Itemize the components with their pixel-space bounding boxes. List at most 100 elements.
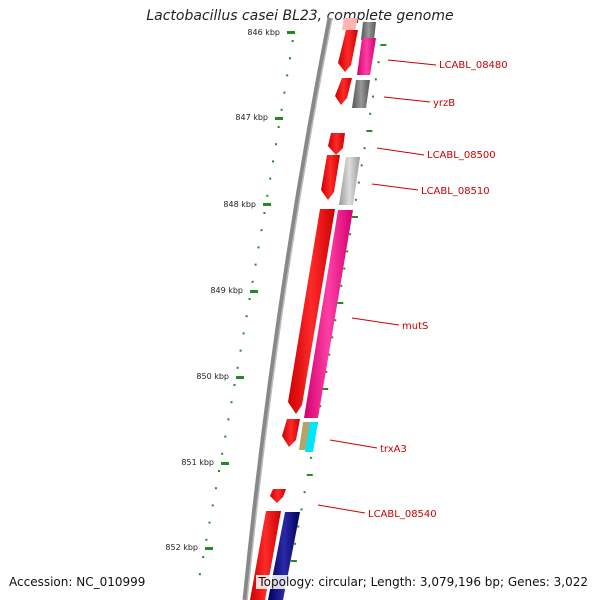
ruler-dot — [211, 504, 214, 507]
feature-tick — [319, 405, 322, 408]
ruler-dot — [286, 74, 289, 77]
ruler-dot — [272, 160, 274, 163]
feature-tick — [306, 474, 313, 476]
feature-tick — [331, 336, 334, 339]
gene-block-LCABL_08510[interactable] — [339, 157, 360, 205]
cds-arrow[interactable] — [282, 419, 300, 447]
ruler-dots — [198, 40, 294, 576]
ruler-dot — [233, 384, 236, 386]
cds-arrow[interactable] — [328, 133, 345, 155]
scale-tick-849: 849 kbp — [210, 286, 258, 295]
tick-label: 850 kbp — [196, 372, 229, 381]
ruler-dot — [251, 280, 254, 283]
ruler-dot — [227, 418, 230, 421]
tick-label: 846 kbp — [247, 28, 280, 37]
tick-label: 849 kbp — [210, 286, 243, 295]
gene-block[interactable] — [361, 22, 376, 40]
ruler-dot — [242, 332, 245, 335]
ruler-dot — [218, 470, 220, 472]
ruler-dot — [274, 143, 277, 146]
feature-tick — [334, 319, 337, 322]
gene-block-track — [268, 18, 376, 600]
scale-tick-848: 848 kbp — [223, 200, 271, 209]
feature-tick — [300, 508, 303, 511]
feature-tick — [322, 388, 329, 390]
cds-arrow[interactable] — [270, 489, 286, 503]
feature-tick — [363, 147, 366, 150]
feature-tick — [357, 181, 360, 184]
feature-tick — [340, 284, 343, 287]
ruler-dot — [214, 487, 217, 490]
ruler-dot — [269, 177, 272, 180]
ruler-dot — [280, 108, 283, 111]
gene-block-LCABL_08480[interactable] — [357, 38, 376, 75]
ruler-dot — [254, 263, 257, 266]
cds-track — [250, 30, 358, 600]
feature-tick — [374, 78, 377, 81]
tick-label: 847 kbp — [235, 113, 268, 122]
scale-tick-846: 846 kbp — [247, 28, 295, 37]
ruler-dot — [248, 298, 251, 300]
cds-arrow[interactable] — [338, 30, 358, 72]
backbone-line — [242, 17, 333, 600]
feature-tick — [360, 164, 363, 167]
ruler-dot — [263, 212, 266, 214]
scale-tick-852: 852 kbp — [165, 543, 213, 552]
feature-tick — [346, 250, 349, 253]
ruler-dot — [277, 126, 280, 128]
feature-tick — [309, 456, 312, 459]
gene-block-mutS[interactable] — [304, 210, 353, 418]
gene-label-LCABL_08500[interactable]: LCABL_08500 — [427, 150, 496, 161]
gene-block[interactable] — [342, 18, 358, 30]
gene-label-trxA3[interactable]: trxA3 — [380, 444, 407, 455]
ruler-dot — [221, 452, 224, 455]
ruler-dot — [260, 229, 263, 232]
feature-tick — [380, 44, 387, 46]
ruler-dot — [205, 538, 208, 541]
feature-tick — [303, 491, 306, 494]
gene-block-trxA3-b[interactable] — [305, 422, 318, 452]
feature-tick — [297, 525, 300, 528]
scale-tick-850: 850 kbp — [196, 372, 244, 381]
feature-tick — [352, 216, 358, 218]
ruler-dot — [266, 194, 269, 197]
tick-label: 851 kbp — [181, 458, 214, 467]
feature-tick — [349, 233, 352, 236]
ruler-dot — [224, 435, 227, 438]
tick-label: 852 kbp — [165, 543, 198, 552]
ruler-dot — [198, 573, 201, 576]
feature-tick — [377, 61, 380, 64]
feature-tick — [343, 267, 346, 270]
gene-block-yrzB[interactable] — [352, 80, 370, 108]
feature-tick — [369, 112, 372, 115]
map-title: Lactobacillus casei BL23, complete genom… — [146, 8, 454, 24]
scale-tick-847: 847 kbp — [235, 113, 283, 122]
cds-arrow[interactable] — [288, 209, 335, 414]
ruler-dot — [208, 521, 211, 524]
gene-label-mutS[interactable]: mutS — [402, 321, 428, 332]
ruler-dot — [202, 556, 205, 558]
topology-text: Topology: circular; Length: 3,079,196 bp… — [256, 575, 590, 589]
feature-tick — [337, 302, 344, 304]
feature-tick — [366, 130, 373, 132]
ruler-dot — [257, 246, 260, 249]
ruler-dot — [289, 57, 291, 60]
feature-tick — [290, 560, 297, 562]
feature-tick — [294, 542, 297, 545]
ruler-dot — [245, 315, 248, 318]
feature-tick — [325, 370, 328, 373]
label-leaders — [317, 59, 437, 514]
gene-label-LCABL_08540[interactable]: LCABL_08540 — [368, 509, 437, 520]
feature-tick — [328, 353, 331, 356]
gene-label-LCABL_08480[interactable]: LCABL_08480 — [439, 60, 508, 71]
gene-label-LCABL_08510[interactable]: LCABL_08510 — [421, 186, 490, 197]
gene-label-yrzB[interactable]: yrzB — [433, 98, 455, 109]
cds-arrow[interactable] — [335, 78, 352, 105]
tick-label: 848 kbp — [223, 200, 256, 209]
cds-arrow[interactable] — [321, 155, 340, 200]
feature-tick — [372, 95, 374, 98]
ruler-dot — [230, 401, 233, 404]
accession-text: Accession: NC_010999 — [9, 575, 146, 589]
gene-block-trxA3[interactable] — [299, 422, 310, 450]
